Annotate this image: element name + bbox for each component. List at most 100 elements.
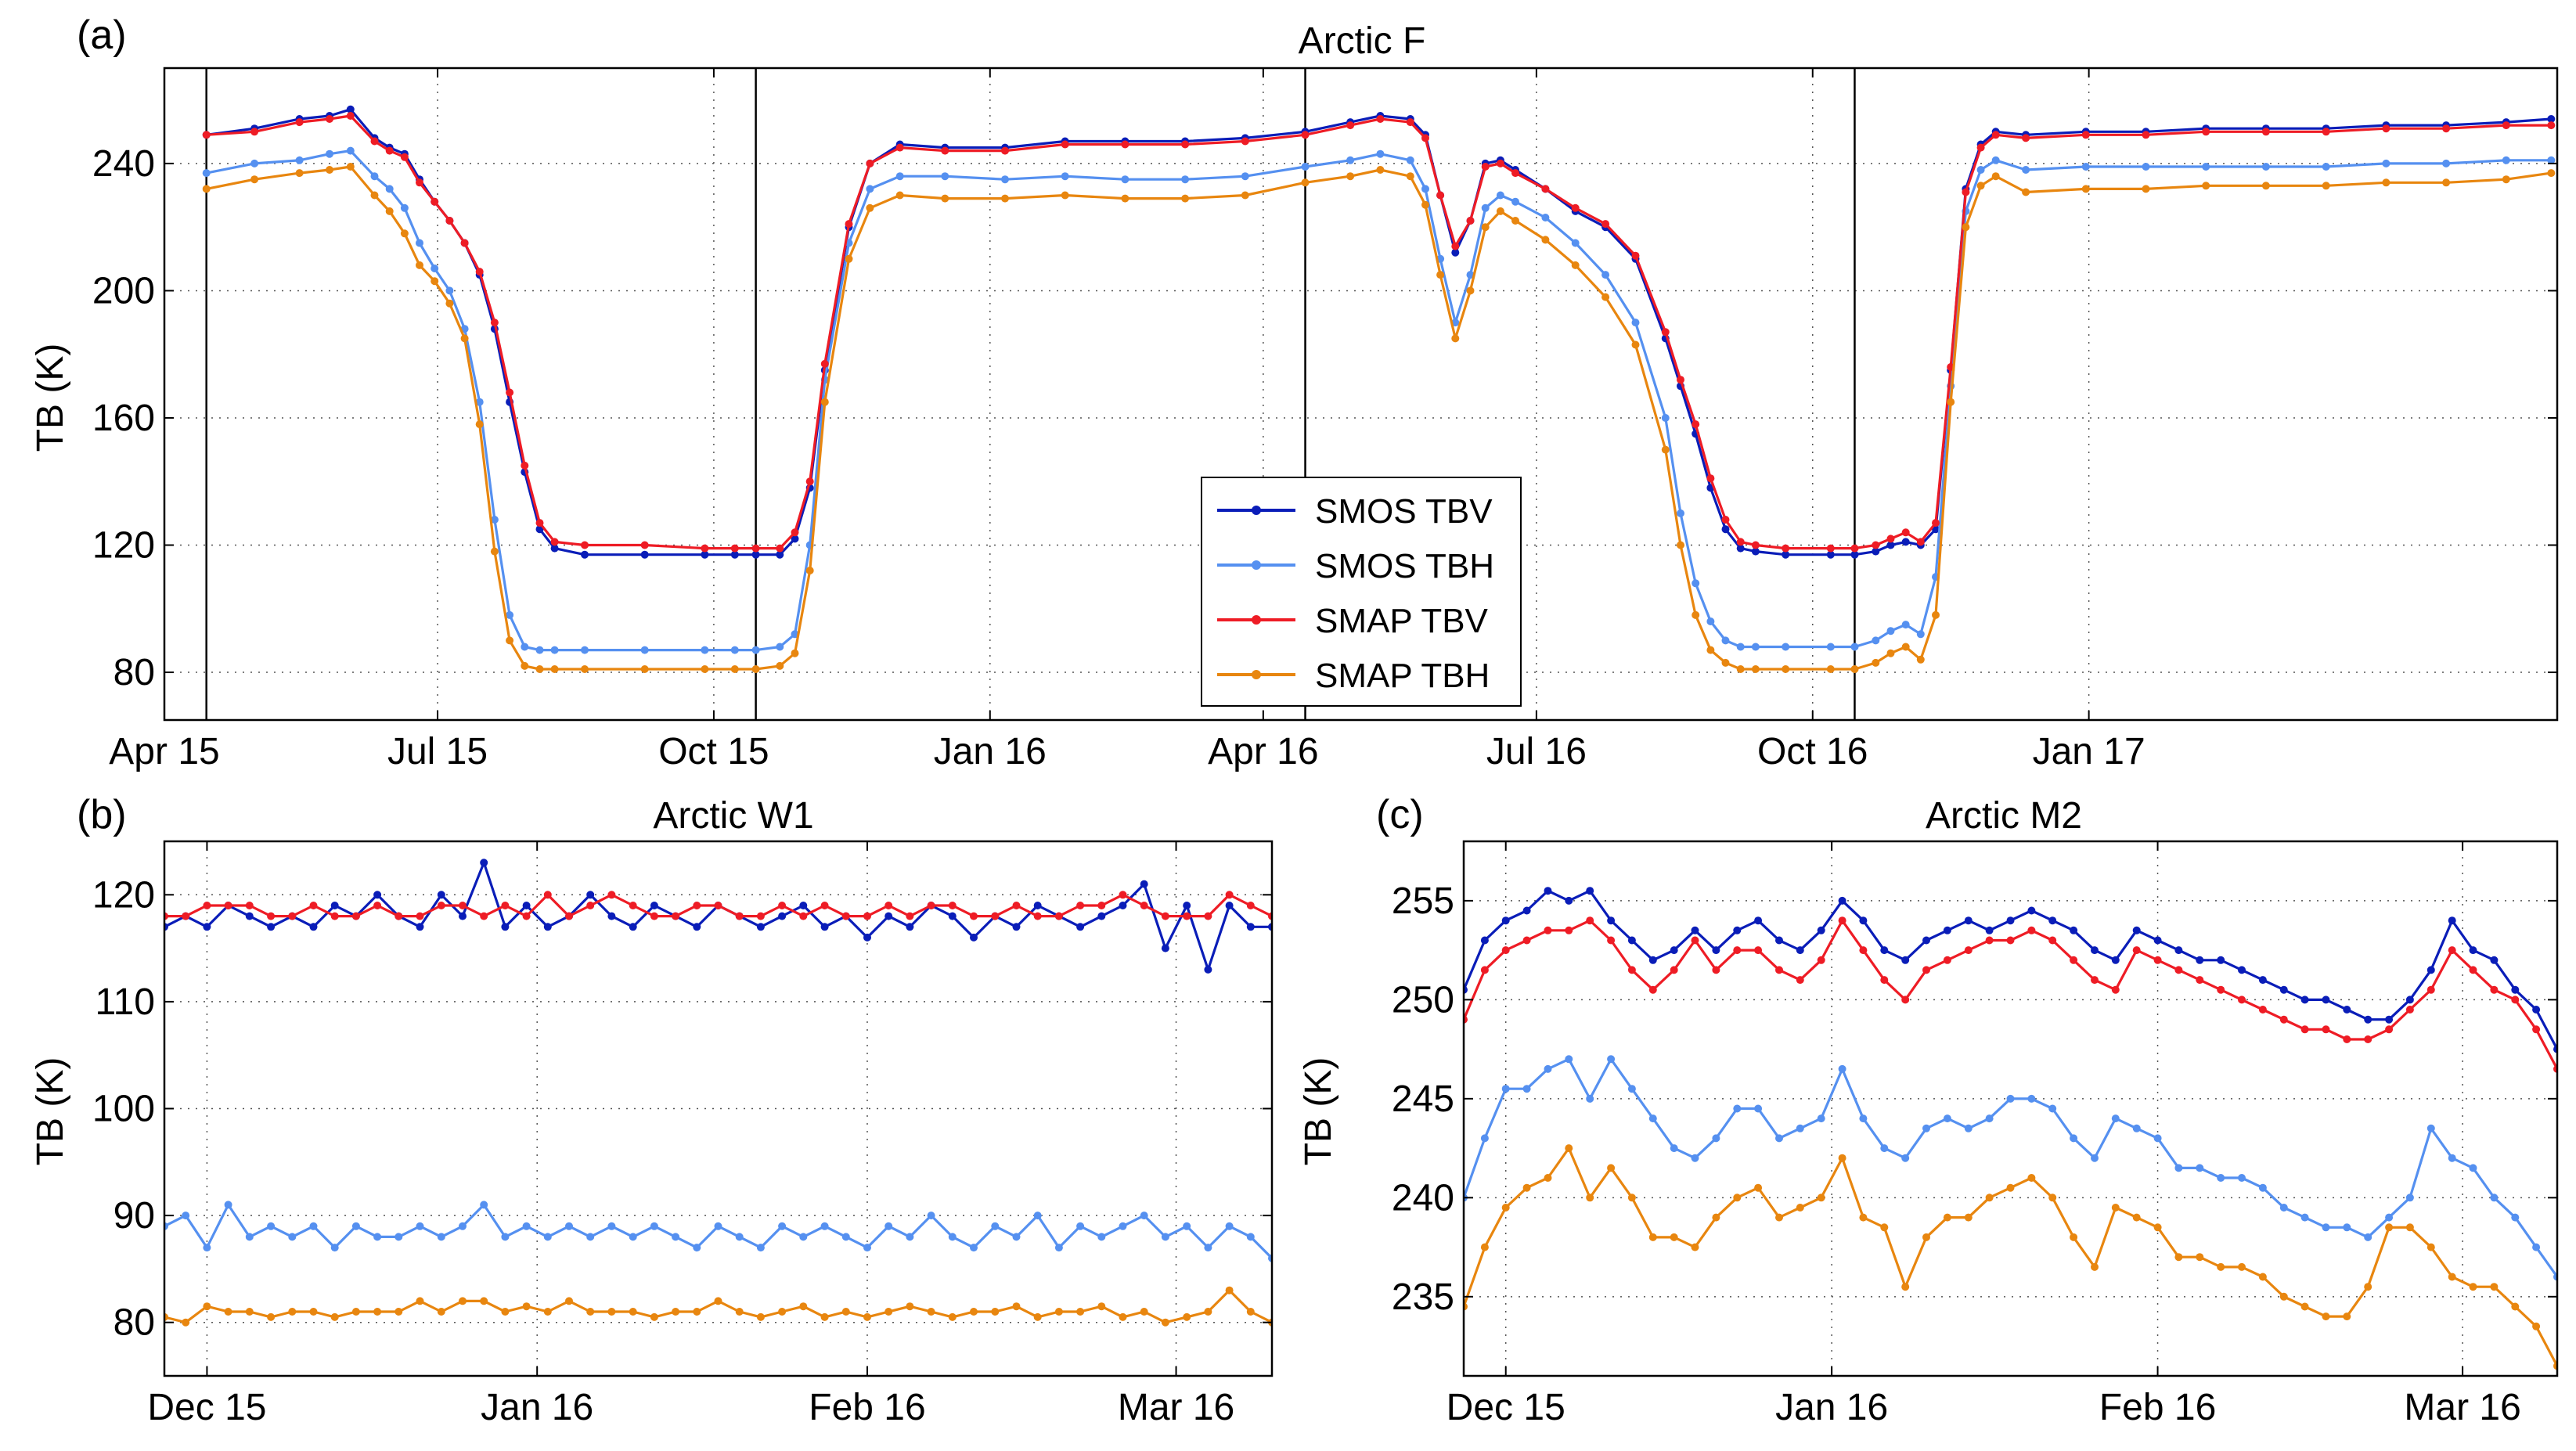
data-point — [2132, 946, 2141, 955]
data-point — [714, 902, 722, 909]
data-point — [730, 544, 739, 553]
data-point — [395, 912, 403, 920]
data-point — [1691, 1243, 1699, 1251]
gridlines — [164, 841, 1272, 1376]
data-point — [1480, 966, 1489, 974]
data-point — [1544, 887, 1552, 895]
data-point — [1817, 1194, 1825, 1202]
data-point — [1901, 1283, 1910, 1291]
data-point — [1886, 535, 1895, 543]
data-point — [1406, 118, 1414, 127]
data-point — [1119, 1222, 1127, 1230]
panel-a-ylabel: TB (K) — [30, 344, 71, 452]
data-point — [224, 1308, 232, 1316]
data-point — [1607, 936, 1616, 945]
data-point — [2322, 1025, 2330, 1034]
data-point — [1706, 646, 1715, 654]
series-line-smos-tbh — [164, 1203, 1272, 1259]
panel-b-title: Arctic W1 — [653, 795, 813, 837]
y-tick-label: 80 — [113, 652, 155, 693]
data-point — [730, 665, 739, 673]
data-point — [2511, 985, 2520, 994]
data-point — [330, 1312, 339, 1321]
data-point — [2511, 1213, 2520, 1222]
data-point — [250, 159, 259, 167]
data-point — [459, 1222, 467, 1230]
data-point — [2511, 1302, 2520, 1311]
y-tick-label: 120 — [92, 874, 155, 916]
data-point — [2490, 956, 2499, 964]
data-point — [1943, 1213, 1951, 1222]
data-point — [941, 194, 949, 203]
data-point — [480, 859, 488, 867]
data-point — [714, 1297, 722, 1305]
y-tick-label: 100 — [92, 1089, 155, 1130]
data-point — [1736, 544, 1745, 553]
data-point — [1565, 896, 1573, 905]
data-point — [1466, 286, 1475, 295]
data-point — [1522, 1085, 1531, 1093]
data-point — [2153, 1223, 2162, 1232]
data-point — [863, 1244, 871, 1252]
data-point — [607, 1222, 616, 1230]
data-point — [1301, 163, 1310, 171]
data-point — [1733, 946, 1742, 955]
data-point — [1544, 1174, 1552, 1182]
data-point — [501, 1233, 510, 1241]
data-point — [326, 166, 333, 174]
series-line-smap-tbh — [164, 1289, 1272, 1324]
data-point — [845, 254, 853, 263]
data-point — [1436, 271, 1445, 279]
data-point — [2364, 1035, 2372, 1043]
panel-a-title: Arctic F — [1299, 20, 1426, 62]
data-point — [1859, 1213, 1868, 1222]
data-point — [778, 912, 787, 920]
data-point — [1782, 550, 1790, 559]
data-point — [791, 528, 799, 537]
data-point — [1872, 636, 1880, 645]
data-point — [1054, 1308, 1063, 1316]
data-point — [203, 923, 211, 931]
data-point — [309, 902, 318, 909]
data-point — [1607, 1164, 1616, 1172]
data-point — [2261, 128, 2270, 136]
data-point — [1012, 923, 1021, 931]
data-point — [1782, 665, 1790, 673]
data-point — [640, 665, 649, 673]
data-point — [1859, 916, 1868, 925]
data-point — [735, 1308, 744, 1316]
data-point — [2081, 131, 2090, 139]
data-point — [416, 178, 423, 187]
data-point — [2322, 1312, 2330, 1321]
series-line-smos-tbv — [164, 861, 1272, 971]
data-point — [475, 268, 484, 276]
data-point — [730, 550, 739, 559]
panel-c-letter: (c) — [1376, 792, 1424, 837]
data-point — [927, 1308, 935, 1316]
data-point — [970, 933, 978, 942]
data-point — [1670, 966, 1678, 974]
data-point — [431, 197, 439, 206]
x-tick-label: Oct 15 — [658, 731, 769, 772]
data-point — [581, 646, 589, 654]
data-point — [1706, 474, 1715, 483]
data-point — [490, 319, 499, 327]
data-point — [1001, 175, 1009, 184]
data-point — [1751, 541, 1760, 549]
data-point — [1627, 966, 1636, 974]
data-point — [2385, 1223, 2394, 1232]
data-point — [267, 923, 276, 931]
data-point — [1631, 319, 1640, 327]
series-smap-tbv — [202, 112, 2556, 553]
data-point — [1901, 621, 1910, 629]
data-point — [2174, 946, 2183, 955]
data-point — [1571, 203, 1580, 212]
data-point — [1001, 146, 1009, 155]
data-point — [351, 1222, 360, 1230]
data-point — [629, 923, 637, 931]
data-point — [1225, 902, 1234, 909]
data-point — [224, 902, 232, 909]
data-point — [2196, 1164, 2204, 1172]
legend-box — [1201, 477, 1522, 707]
data-point — [640, 550, 649, 559]
